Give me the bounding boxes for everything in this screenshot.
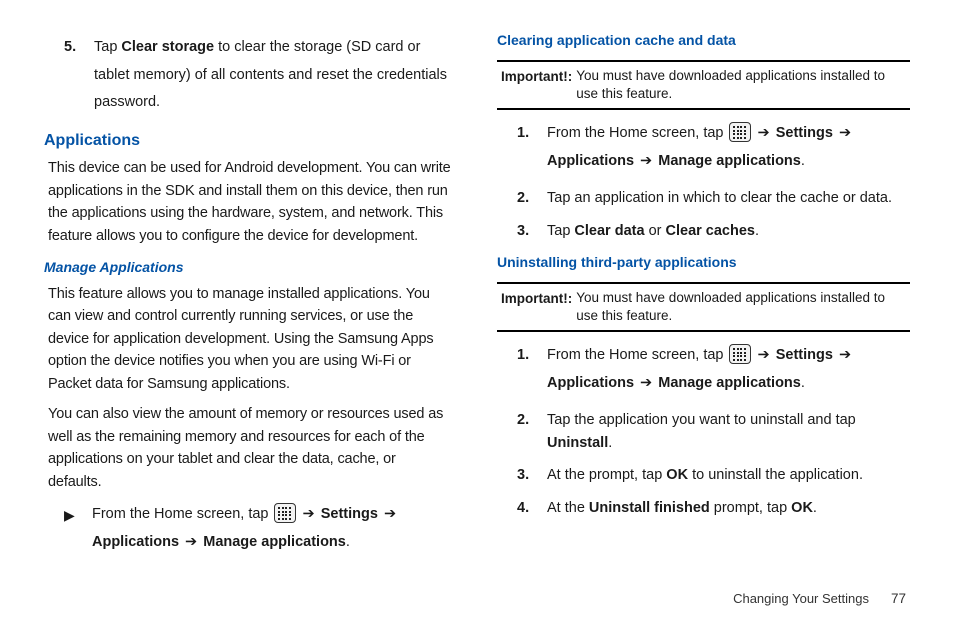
paragraph: You can also view the amount of memory o… <box>48 403 453 493</box>
nav-text: From the Home screen, tap ➔ Settings ➔ A… <box>92 501 453 556</box>
important-text: You must have downloaded applications in… <box>576 289 906 325</box>
step-number: 3. <box>517 220 535 242</box>
bold-text: OK <box>791 500 813 516</box>
bold-text: Manage applications <box>658 375 801 391</box>
apps-grid-icon <box>274 503 296 523</box>
bold-text: Settings <box>776 125 833 141</box>
step-text: Tap Clear data or Clear caches. <box>547 220 759 242</box>
arrow-icon: ➔ <box>303 506 315 522</box>
step-number: 2. <box>517 187 535 209</box>
text: From the Home screen, tap <box>547 347 728 363</box>
arrow-icon: ➔ <box>640 375 652 391</box>
apps-grid-icon <box>729 344 751 364</box>
text: . <box>801 153 805 169</box>
arrow-icon: ➔ <box>185 534 197 550</box>
step-text: Tap an application in which to clear the… <box>547 187 892 209</box>
bold-text: Settings <box>776 347 833 363</box>
heading-applications: Applications <box>44 129 459 154</box>
bold-text: Uninstall finished <box>589 500 710 516</box>
text: prompt, tap <box>710 500 791 516</box>
text: Tap the application you want to uninstal… <box>547 412 856 428</box>
page-number: 77 <box>891 589 906 610</box>
arrow-icon: ➔ <box>384 506 396 522</box>
step-5: 5. Tap Clear storage to clear the storag… <box>64 34 453 117</box>
ustep-4: 4. At the Uninstall finished prompt, tap… <box>517 497 906 519</box>
bold-text: OK <box>666 467 688 483</box>
paragraph: This device can be used for Android deve… <box>48 157 453 247</box>
text: From the Home screen, tap <box>547 125 728 141</box>
arrow-icon: ➔ <box>839 347 851 363</box>
text: Tap <box>547 223 574 239</box>
step-text: Tap the application you want to uninstal… <box>547 409 906 454</box>
ustep-3: 3. At the prompt, tap OK to uninstall th… <box>517 464 906 486</box>
bold-text: Applications <box>547 375 634 391</box>
step-number: 3. <box>517 464 535 486</box>
text: . <box>346 534 350 550</box>
step-text: From the Home screen, tap ➔ Settings ➔ A… <box>547 342 906 397</box>
right-column: Clearing application cache and data Impo… <box>495 30 912 566</box>
step-2: 2. Tap an application in which to clear … <box>517 187 906 209</box>
step-text: At the prompt, tap OK to uninstall the a… <box>547 464 863 486</box>
text: . <box>801 375 805 391</box>
important-label: Important!: <box>501 67 572 103</box>
ustep-2: 2. Tap the application you want to unins… <box>517 409 906 454</box>
bold-text: Applications <box>92 534 179 550</box>
bold-text: Settings <box>321 506 378 522</box>
bold-text: Uninstall <box>547 435 608 451</box>
step-text: From the Home screen, tap ➔ Settings ➔ A… <box>547 120 906 175</box>
text: Tap <box>94 39 121 55</box>
heading-uninstalling: Uninstalling third-party applications <box>497 252 912 274</box>
arrow-icon: ➔ <box>758 347 770 363</box>
important-label: Important!: <box>501 289 572 325</box>
important-note: Important!: You must have downloaded app… <box>497 60 910 110</box>
footer-section: Changing Your Settings <box>733 589 869 609</box>
text: or <box>645 223 666 239</box>
arrow-icon: ➔ <box>758 125 770 141</box>
text: . <box>813 500 817 516</box>
bullet-triangle-icon: ▶ <box>64 501 78 556</box>
bold-text: Clear data <box>574 223 644 239</box>
bold-text: Manage applications <box>658 153 801 169</box>
text: . <box>755 223 759 239</box>
page-footer: Changing Your Settings 77 <box>733 589 906 610</box>
step-number: 1. <box>517 120 535 175</box>
left-column: 5. Tap Clear storage to clear the storag… <box>42 30 459 566</box>
page-columns: 5. Tap Clear storage to clear the storag… <box>42 30 912 566</box>
text: . <box>608 435 612 451</box>
nav-instruction: ▶ From the Home screen, tap ➔ Settings ➔… <box>64 501 453 556</box>
step-text: At the Uninstall finished prompt, tap OK… <box>547 497 817 519</box>
step-3: 3. Tap Clear data or Clear caches. <box>517 220 906 242</box>
text: to uninstall the application. <box>688 467 863 483</box>
arrow-icon: ➔ <box>640 153 652 169</box>
text: At the <box>547 500 589 516</box>
step-number: 4. <box>517 497 535 519</box>
important-note: Important!: You must have downloaded app… <box>497 282 910 332</box>
step-text: Tap Clear storage to clear the storage (… <box>94 34 453 117</box>
text: At the prompt, tap <box>547 467 666 483</box>
arrow-icon: ➔ <box>839 125 851 141</box>
bold-text: Manage applications <box>203 534 346 550</box>
paragraph: This feature allows you to manage instal… <box>48 283 453 395</box>
step-number: 5. <box>64 34 82 117</box>
step-number: 1. <box>517 342 535 397</box>
heading-manage-applications: Manage Applications <box>44 257 459 279</box>
step-1: 1. From the Home screen, tap ➔ Settings … <box>517 120 906 175</box>
ustep-1: 1. From the Home screen, tap ➔ Settings … <box>517 342 906 397</box>
bold-text: Clear storage <box>121 39 214 55</box>
bold-text: Applications <box>547 153 634 169</box>
text: From the Home screen, tap <box>92 506 273 522</box>
bold-text: Clear caches <box>666 223 755 239</box>
apps-grid-icon <box>729 122 751 142</box>
important-text: You must have downloaded applications in… <box>576 67 906 103</box>
step-number: 2. <box>517 409 535 454</box>
heading-clearing-cache: Clearing application cache and data <box>497 30 912 52</box>
